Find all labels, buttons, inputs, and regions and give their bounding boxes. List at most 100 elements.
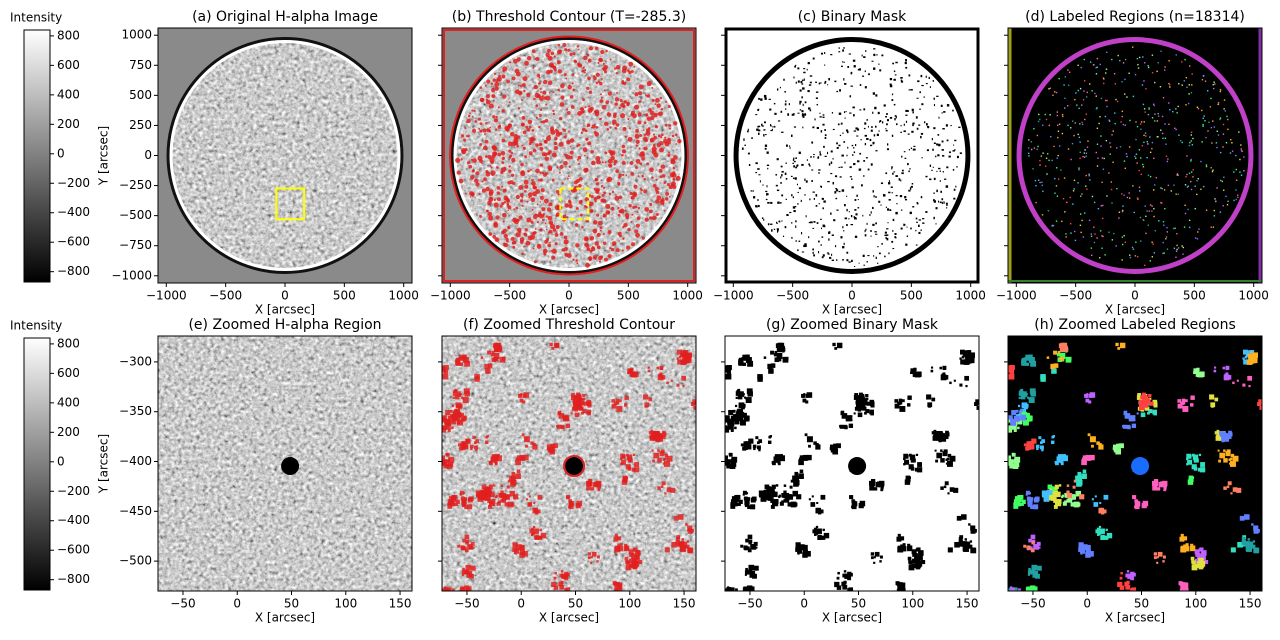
region-blob (1077, 182, 1079, 184)
blob (796, 494, 802, 500)
contour-blob (536, 203, 539, 206)
blob (805, 400, 809, 404)
contour-blob (568, 200, 572, 204)
contour-blob (557, 69, 563, 74)
region-blob (1203, 185, 1205, 188)
mask-blob (900, 76, 903, 79)
mask-blob (942, 171, 944, 173)
blob (647, 369, 651, 373)
mask-blob (819, 112, 821, 114)
blob (734, 494, 740, 500)
mask-blob (785, 177, 788, 180)
blob (776, 352, 783, 359)
blob (1229, 457, 1233, 461)
x-tick-label: 50 (851, 597, 866, 611)
blob (504, 502, 509, 507)
region-blob (1217, 102, 1220, 104)
blob (463, 569, 468, 575)
mask-blob (823, 64, 826, 66)
mask-blob (779, 86, 781, 89)
contour-blob (501, 109, 505, 113)
region-blob (1142, 56, 1144, 58)
blob (979, 405, 985, 411)
mask-blob (775, 174, 778, 176)
blob (916, 467, 923, 473)
mask-blob (943, 201, 945, 204)
blob (1139, 404, 1145, 411)
blob (909, 561, 912, 565)
contour-blob (595, 188, 600, 193)
blob (772, 491, 778, 498)
contour-blob (539, 87, 542, 90)
blob (742, 393, 745, 396)
contour-blob (539, 108, 543, 112)
region-blob (1144, 62, 1146, 64)
blob (699, 404, 702, 407)
mask-blob (836, 259, 838, 261)
mask-blob (764, 144, 768, 147)
contour-blob (649, 216, 653, 220)
blob (771, 490, 775, 495)
region-blob (1178, 83, 1180, 85)
mask-blob (815, 194, 818, 197)
region-blob (1175, 193, 1177, 195)
contour-blob (489, 126, 492, 129)
region-blob (1163, 189, 1166, 191)
contour-blob (515, 194, 520, 200)
blob (671, 541, 677, 548)
blob (1030, 360, 1037, 367)
region-blob (1142, 166, 1145, 168)
blob (1096, 441, 1100, 445)
mask-blob (839, 176, 842, 178)
contour-blob (494, 86, 499, 91)
mask-blob (763, 134, 765, 137)
region-blob (1055, 185, 1058, 187)
contour-blob (532, 247, 535, 250)
blob (747, 548, 752, 553)
contour-blob (591, 160, 596, 166)
contour-blob (620, 102, 625, 108)
blob (465, 438, 471, 444)
blob (1177, 399, 1181, 403)
region-blob (1056, 195, 1059, 197)
blob (1100, 535, 1105, 541)
y-tick-label: −250 (119, 178, 152, 192)
contour-blob (550, 249, 553, 252)
x-tick-label: −500 (209, 289, 242, 303)
mask-blob (792, 196, 795, 199)
region-blob (1108, 120, 1111, 122)
contour-blob (547, 80, 553, 86)
region-blob (1088, 219, 1091, 222)
blob (725, 455, 729, 460)
contour-blob (622, 81, 627, 86)
blob (726, 463, 731, 469)
blob (462, 397, 469, 404)
contour-blob (638, 147, 641, 150)
mask-blob (841, 65, 843, 68)
mask-blob (905, 243, 908, 246)
region-blob (1176, 174, 1178, 176)
contour-blob (530, 197, 536, 203)
blob (1081, 459, 1087, 466)
mask-blob (891, 134, 894, 137)
region-blob (1081, 121, 1083, 124)
contour-blob (645, 113, 649, 117)
blob (1012, 463, 1019, 469)
blob (488, 490, 492, 495)
region-blob (1108, 231, 1110, 233)
contour-blob (546, 151, 551, 156)
region-blob (1153, 215, 1155, 218)
contour-blob (632, 193, 637, 197)
contour-blob (646, 116, 651, 122)
blob (1035, 573, 1040, 579)
mask-blob (885, 236, 887, 240)
blob (848, 576, 852, 579)
mask-blob (843, 242, 845, 246)
mask-blob (911, 108, 914, 112)
blob (628, 558, 634, 564)
blob (908, 464, 914, 470)
contour-blob (497, 106, 500, 109)
x-tick-label: −1000 (713, 289, 754, 303)
blob (1008, 373, 1015, 380)
